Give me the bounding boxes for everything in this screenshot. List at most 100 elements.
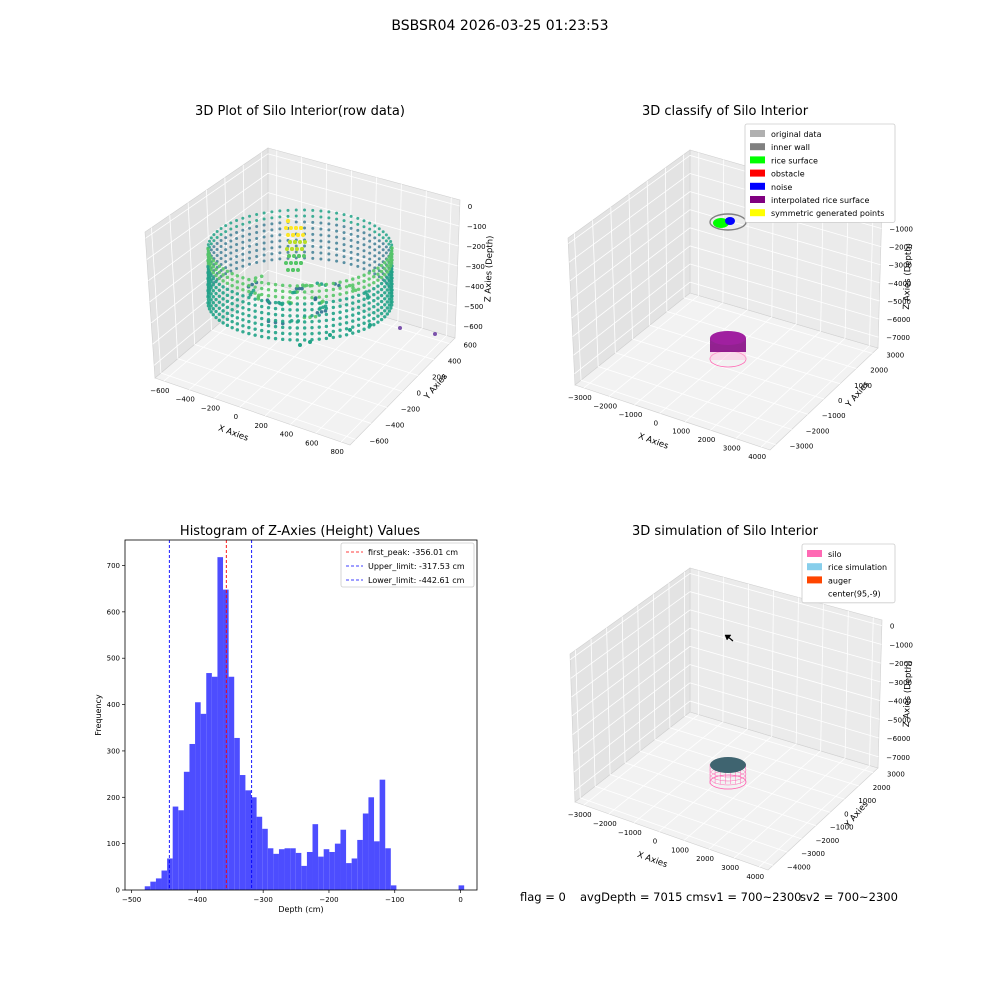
p1-point xyxy=(248,214,252,218)
p1-point xyxy=(344,285,349,289)
p1-point xyxy=(206,259,210,263)
panel3-title: Histogram of Z-Axies (Height) Values xyxy=(179,524,421,539)
p1-point xyxy=(389,270,393,274)
p1-point xyxy=(368,221,372,225)
p1-point xyxy=(302,308,307,312)
p1-point xyxy=(296,268,300,272)
p3-histogram-bar xyxy=(340,829,347,890)
p1-point xyxy=(248,226,252,230)
p1-point xyxy=(211,289,216,293)
p1-point xyxy=(311,250,315,254)
p1-point xyxy=(373,266,377,270)
p1-point xyxy=(372,322,376,327)
p1-point xyxy=(295,290,300,294)
p1-point xyxy=(331,329,336,334)
p1-point xyxy=(353,288,358,293)
p1-point xyxy=(248,244,252,248)
p2-grid-z xyxy=(570,209,691,300)
p4-x-tick-label: 0 xyxy=(653,838,657,846)
p1-point xyxy=(387,273,392,277)
p1-point xyxy=(294,208,298,212)
p1-point xyxy=(390,249,394,253)
p4-x-tick-label: 1000 xyxy=(671,846,689,854)
p1-point xyxy=(331,293,336,298)
p1-point xyxy=(383,297,387,301)
p3-histogram-bar xyxy=(161,870,168,890)
p1-point xyxy=(356,240,360,244)
p3-histogram-bar xyxy=(256,816,263,890)
p1-point xyxy=(389,264,393,268)
p3-histogram-bar xyxy=(211,676,218,890)
p1-point xyxy=(383,279,387,283)
p1-point xyxy=(206,280,211,284)
p1-x-tick-label: −600 xyxy=(150,387,169,395)
footer-sv2: sv2 = 700~2300 xyxy=(800,890,898,904)
p1-point xyxy=(221,303,225,307)
p1-point xyxy=(253,315,257,319)
p3-histogram-bar xyxy=(234,737,240,890)
p2-x-tick-label: 1000 xyxy=(672,428,690,436)
p1-point xyxy=(280,301,285,306)
p1-grid-y xyxy=(194,343,387,408)
p3-histogram-bar xyxy=(290,848,296,890)
p1-grid-y xyxy=(187,202,196,345)
p1-point xyxy=(351,313,355,317)
p1-point xyxy=(262,235,266,239)
p1-point xyxy=(224,272,228,276)
p3-y-tick-label: 600 xyxy=(107,608,120,616)
p1-point xyxy=(302,314,307,318)
p2-grid-z xyxy=(572,245,691,337)
p1-point xyxy=(214,315,218,320)
p1-point xyxy=(296,233,300,237)
p1-grid-y xyxy=(151,227,162,374)
p1-point xyxy=(297,286,302,291)
p4-grid-y xyxy=(609,774,802,840)
p1-z-tick-label: 0 xyxy=(468,203,472,211)
p1-point xyxy=(302,284,307,288)
p1-point xyxy=(338,280,342,284)
p1-point xyxy=(266,336,271,340)
p1-point xyxy=(209,248,213,252)
p1-point xyxy=(385,300,390,304)
p1-point xyxy=(317,301,321,305)
p1-point xyxy=(351,283,355,287)
p4-y-tick-label: 2000 xyxy=(873,784,891,792)
p1-point xyxy=(266,330,271,334)
p4-grid-y xyxy=(595,785,788,853)
p2-grid-z xyxy=(689,263,879,320)
p1-point xyxy=(260,280,264,285)
p1-point xyxy=(230,289,234,294)
p4-grid-x xyxy=(583,714,699,806)
p1-point xyxy=(390,267,394,271)
p1-point xyxy=(291,233,295,237)
p1-point xyxy=(372,298,376,303)
p3-histogram-bar xyxy=(306,851,313,890)
p1-point xyxy=(241,276,245,280)
p1-point xyxy=(235,298,240,302)
p1-point xyxy=(317,295,321,299)
p1-point xyxy=(224,242,228,246)
p1-point xyxy=(385,294,390,298)
p1-point xyxy=(377,239,381,243)
p1-point xyxy=(381,230,385,234)
p1-point xyxy=(387,291,392,295)
p1-point xyxy=(266,282,271,286)
p1-point xyxy=(241,264,245,268)
p4-grid-x xyxy=(683,743,797,841)
p1-point xyxy=(349,238,353,242)
p1-point xyxy=(211,295,216,299)
p4-y-tick-label: −4000 xyxy=(787,863,811,871)
p3-x-tick-label: −500 xyxy=(122,896,141,904)
p1-y-tick-label: −400 xyxy=(385,421,404,429)
p1-point xyxy=(229,239,233,243)
p3-y-tick-label: 0 xyxy=(116,887,120,895)
p1-point xyxy=(235,304,240,308)
p1-point xyxy=(248,232,252,236)
p4-grid-z xyxy=(689,645,880,701)
p1-z-tick-label: −100 xyxy=(467,223,486,231)
p1-point xyxy=(225,269,230,274)
p4-grid-z xyxy=(689,627,881,683)
p3-histogram-bar xyxy=(167,858,173,890)
p1-point xyxy=(379,305,384,310)
p1-point xyxy=(235,316,240,320)
